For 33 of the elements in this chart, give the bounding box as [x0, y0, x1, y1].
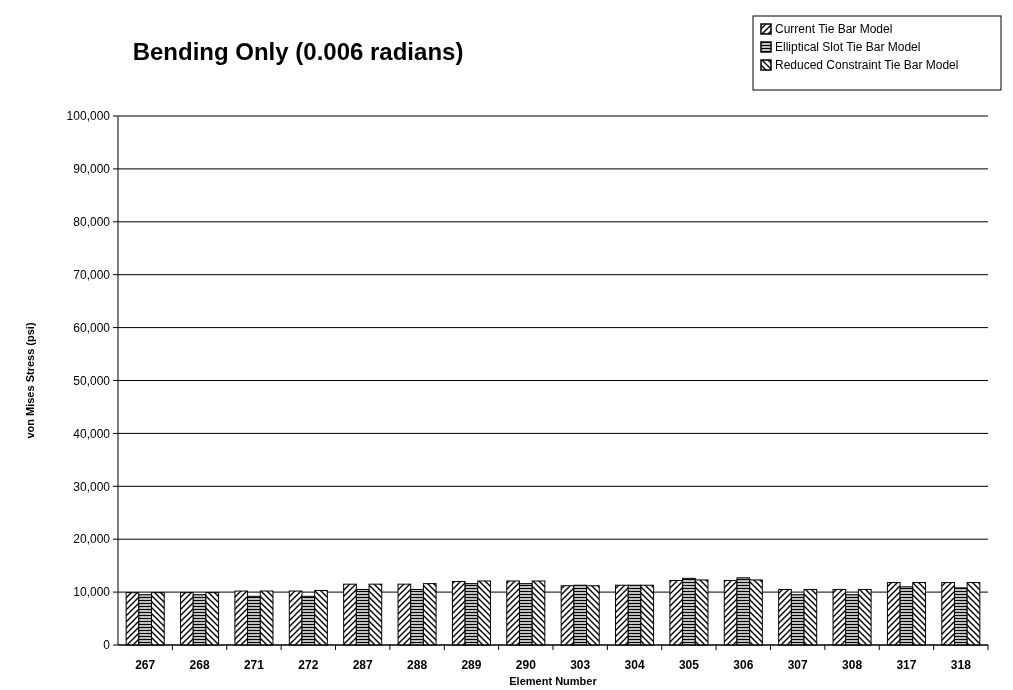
- x-tick-label: 267: [135, 658, 156, 672]
- y-tick-label: 10,000: [73, 585, 111, 600]
- y-tick-label: 30,000: [73, 479, 111, 494]
- legend-label: Elliptical Slot Tie Bar Model: [775, 40, 921, 54]
- y-tick-label: 40,000: [73, 426, 111, 441]
- x-tick-label: 303: [570, 658, 591, 672]
- x-axis-title: Element Number: [509, 675, 598, 687]
- y-tick-label: 90,000: [73, 162, 111, 177]
- x-tick-label: 308: [842, 658, 863, 672]
- y-tick-label: 60,000: [73, 320, 111, 335]
- x-tick-label: 289: [461, 658, 482, 672]
- x-tick-label: 317: [896, 658, 917, 672]
- y-tick-label: 0: [103, 638, 111, 653]
- x-tick-label: 304: [624, 658, 645, 672]
- chart-title: Bending Only (0.006 radians): [132, 38, 464, 65]
- x-tick-label: 305: [678, 658, 700, 672]
- y-tick-label: 100,000: [66, 109, 111, 124]
- x-tick-label: 288: [407, 658, 428, 672]
- x-tick-label: 306: [733, 658, 754, 672]
- x-tick-label: 290: [515, 658, 537, 672]
- y-tick-label: 50,000: [73, 373, 111, 388]
- legend-label: Reduced Constraint Tie Bar Model: [775, 58, 959, 72]
- x-tick-label: 272: [298, 658, 319, 672]
- x-tick-label: 271: [243, 658, 265, 672]
- x-tick-label: 318: [950, 658, 972, 672]
- y-tick-label: 20,000: [73, 532, 111, 547]
- x-tick-label: 307: [787, 658, 809, 672]
- y-tick-label: 70,000: [73, 267, 111, 282]
- x-tick-label: 268: [189, 658, 210, 672]
- y-axis-title: von Mises Stress (psi): [24, 322, 36, 439]
- y-tick-label: 80,000: [73, 215, 111, 229]
- legend-label: Current Tie Bar Model: [775, 22, 893, 36]
- x-tick-label: 287: [352, 658, 374, 672]
